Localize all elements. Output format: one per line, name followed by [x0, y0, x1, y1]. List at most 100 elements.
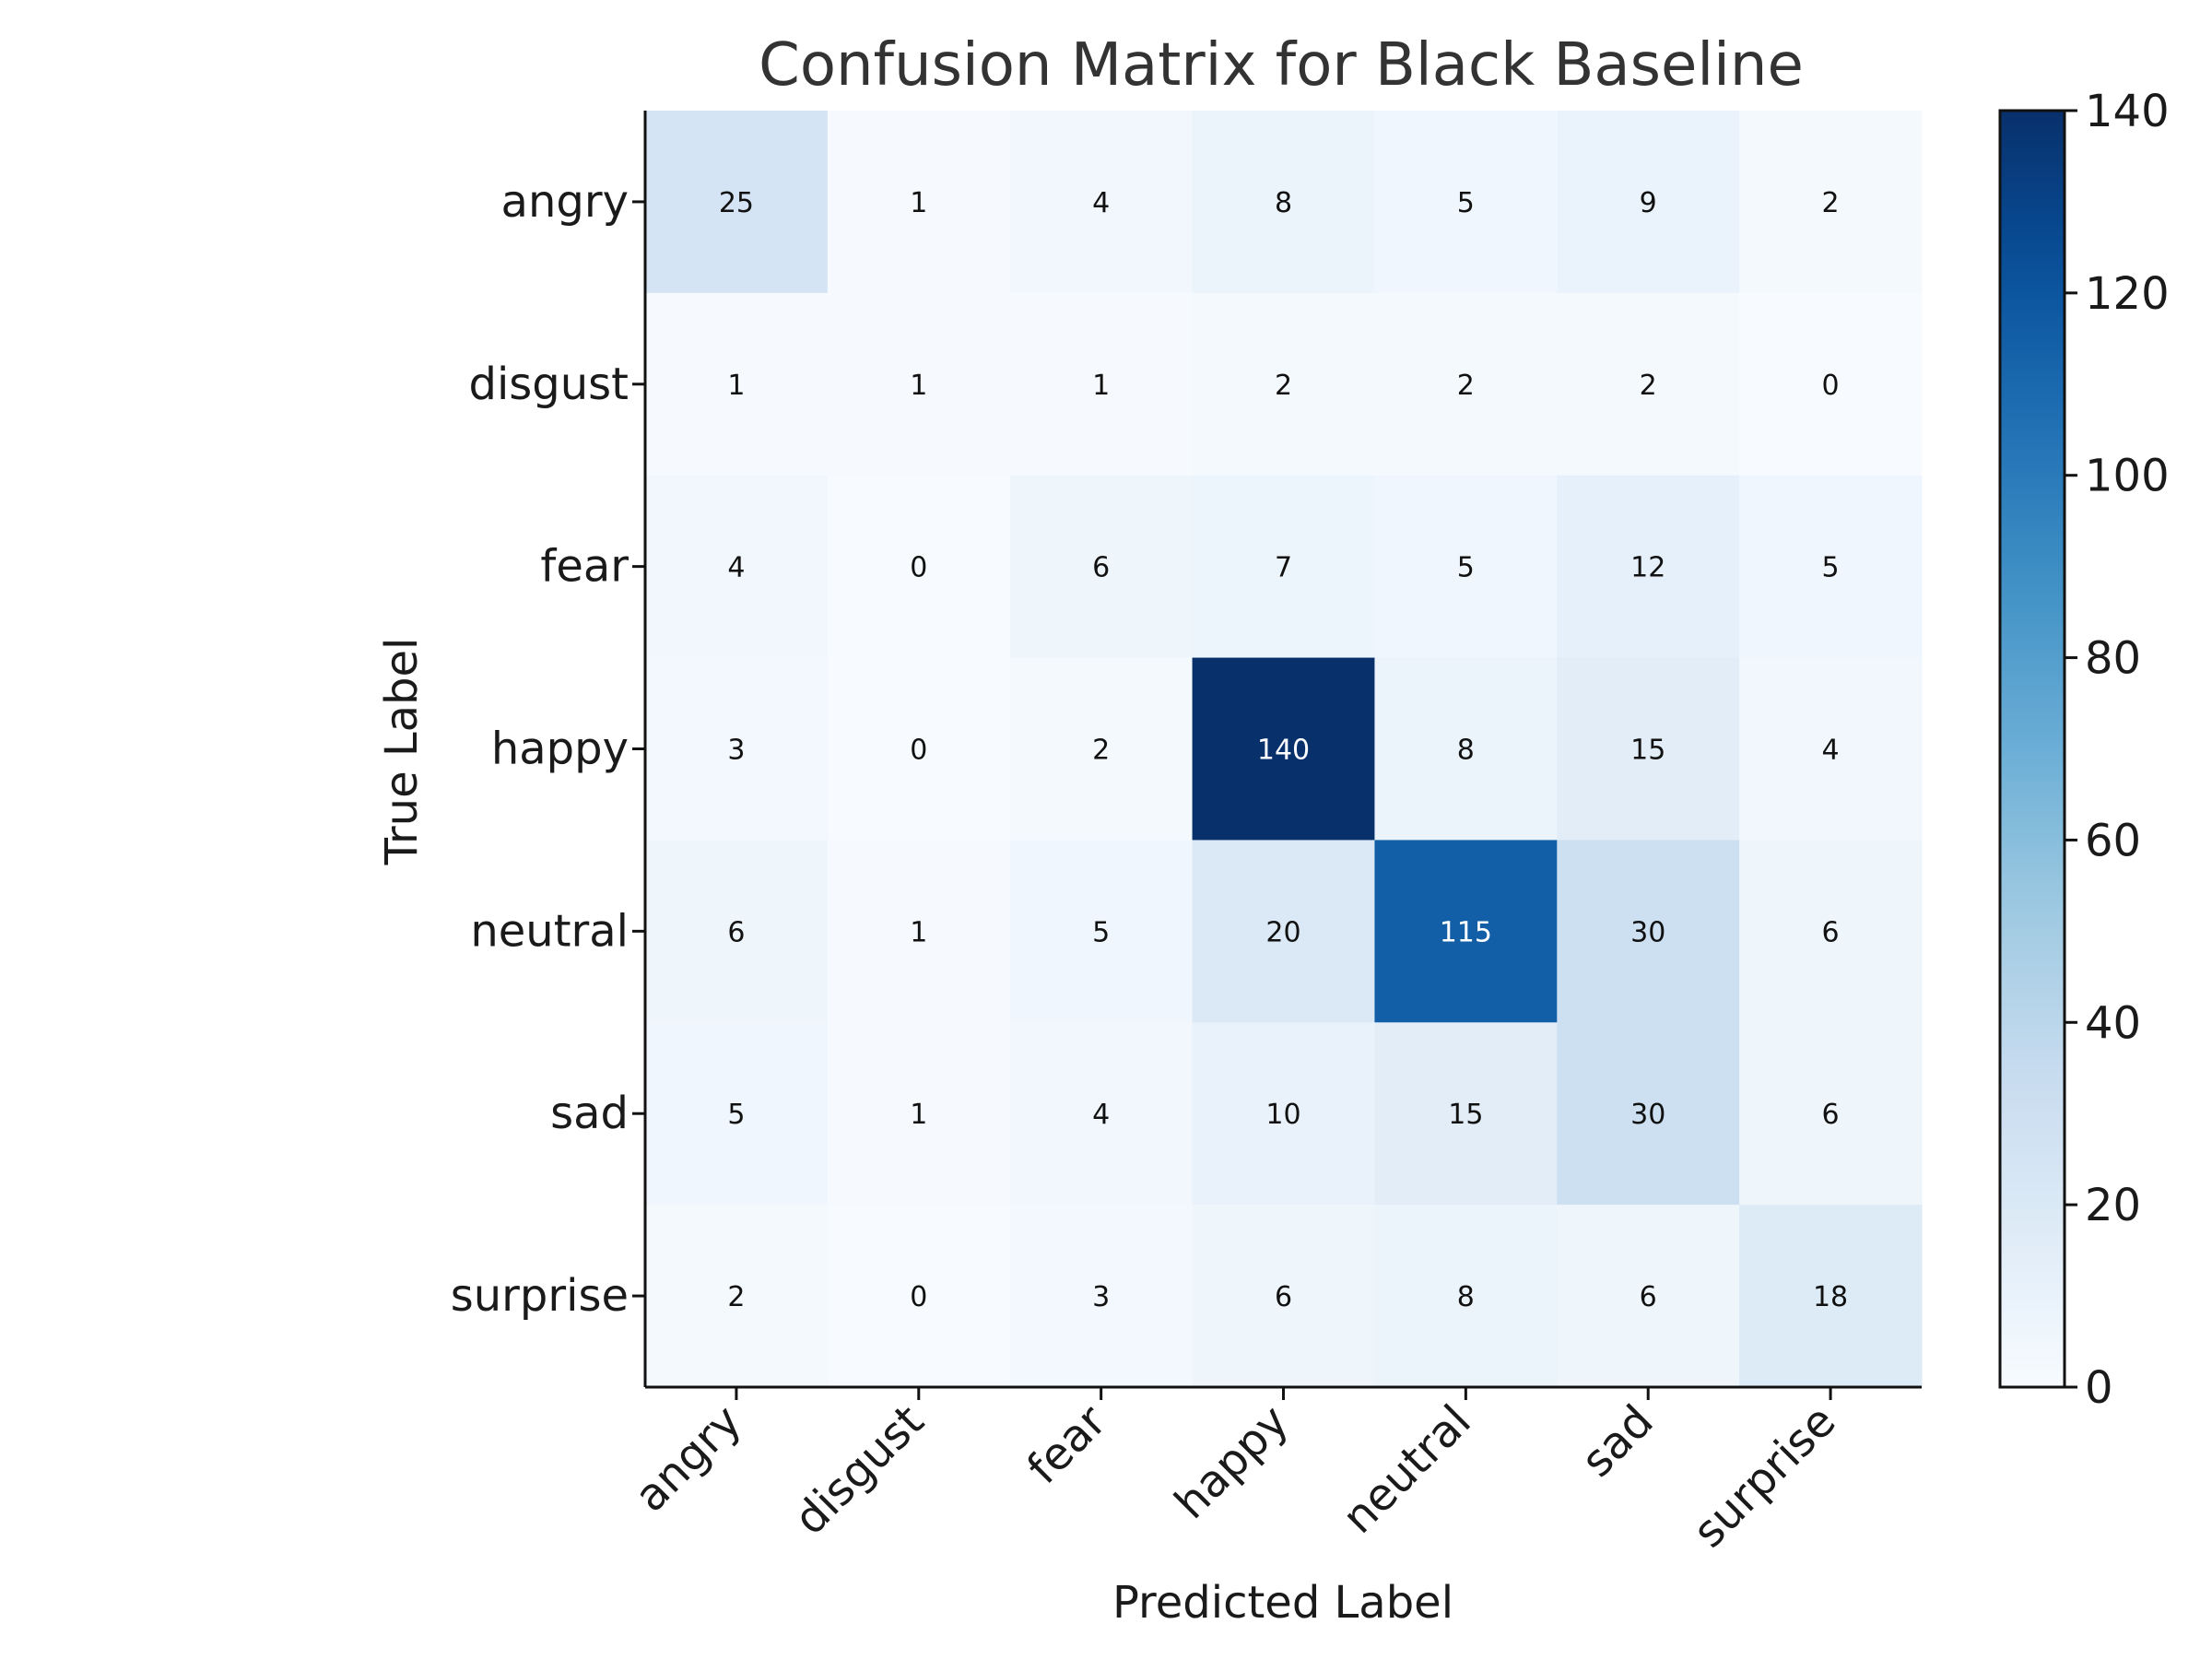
heatmap-cell [1374, 657, 1558, 841]
x-tick-label: neutral [1333, 1395, 1481, 1544]
heatmap-cell [1192, 111, 1375, 294]
colorbar-gradient [1998, 109, 2066, 1389]
heatmap-cell [1374, 1022, 1558, 1206]
y-tick-label: neutral [470, 905, 629, 957]
heatmap-cell [1009, 292, 1194, 477]
heatmap-cell [645, 657, 829, 841]
heatmap-cell [645, 840, 829, 1023]
heatmap-cell [1009, 111, 1194, 294]
heatmap-cell [1557, 657, 1740, 841]
x-tick-labels: angry disgust fear happy neutral sad surprise [625, 1387, 1846, 1558]
heatmap-cell [827, 1022, 1011, 1206]
heatmap-cell [1739, 111, 1923, 294]
cell-value-label: 25 [719, 187, 754, 219]
heatmap-cell [1192, 657, 1375, 841]
cell-value-label: 10 [1265, 1099, 1300, 1131]
heatmap-cell [827, 657, 1011, 841]
heatmap-cell [645, 1205, 829, 1388]
colorbar-tick-label: 140 [2085, 86, 2170, 137]
cell-value-label: 12 [1630, 552, 1665, 584]
heatmap-cell [1739, 1022, 1923, 1206]
cell-value-label: 7 [1275, 552, 1292, 584]
cell-value-label: 5 [1092, 916, 1110, 948]
cell-value-label: 8 [1275, 187, 1292, 219]
cell-value-label: 0 [910, 552, 927, 584]
y-tick-labels: angry disgust fear happy neutral sad surprise [451, 176, 645, 1322]
cell-value-label: 0 [910, 1281, 927, 1313]
heatmap-cell-values: 25 1 4 8 5 9 21 1 1 2 2 2 04 0 6 7 5 12 53 0 2 140 8 15 46 1 5 20 11… [719, 187, 1848, 1313]
heatmap-cell [1009, 1205, 1194, 1388]
colorbar-tick-label: 20 [2085, 1180, 2141, 1231]
heatmap-cell [645, 292, 829, 477]
heatmap-cell [827, 292, 1011, 477]
cell-value-label: 1 [910, 916, 927, 948]
y-tick-label: surprise [451, 1270, 629, 1322]
y-tick-label: disgust [468, 359, 629, 410]
cell-value-label: 1 [1092, 370, 1110, 402]
cell-value-label: 4 [1092, 187, 1110, 219]
cell-value-label: 5 [1822, 552, 1840, 584]
cell-value-label: 8 [1457, 1281, 1475, 1313]
x-tick-label: disgust [784, 1395, 934, 1545]
y-axis-label: True Label [376, 638, 428, 866]
cell-value-label: 6 [1640, 1281, 1657, 1313]
heatmap-cell [1557, 475, 1740, 659]
heatmap-cell [1739, 1205, 1923, 1388]
cell-value-label: 2 [1092, 735, 1110, 767]
cell-value-label: 115 [1440, 916, 1492, 948]
heatmap-cell [645, 1022, 829, 1206]
cell-value-label: 30 [1630, 1099, 1665, 1131]
cell-value-label: 8 [1457, 735, 1475, 767]
heatmap-cell [1557, 111, 1740, 294]
heatmap-cell [1192, 1022, 1375, 1206]
heatmap-cell [1192, 292, 1375, 477]
cell-value-label: 1 [910, 370, 927, 402]
heatmap-cell [1009, 840, 1194, 1023]
heatmap-cell [1739, 840, 1923, 1023]
cell-value-label: 6 [1275, 1281, 1292, 1313]
colorbar-tick-label: 100 [2085, 451, 2170, 502]
cell-value-label: 2 [1822, 187, 1840, 219]
cell-value-label: 6 [1822, 916, 1840, 948]
x-tick-label: surprise [1683, 1395, 1845, 1558]
heatmap-cell [1374, 1205, 1558, 1388]
cell-value-label: 2 [727, 1281, 745, 1313]
cell-value-label: 20 [1265, 916, 1300, 948]
heatmap-cell [645, 475, 829, 659]
x-axis-label: Predicted Label [1112, 1577, 1453, 1629]
cell-value-label: 1 [910, 187, 927, 219]
heatmap-cell [1374, 840, 1558, 1023]
cell-value-label: 3 [1092, 1281, 1110, 1313]
colorbar-tick-label: 60 [2085, 815, 2141, 866]
cell-value-label: 1 [910, 1099, 927, 1131]
heatmap-cell [645, 111, 829, 294]
cell-value-label: 6 [1092, 552, 1110, 584]
x-tick-label: angry [625, 1395, 751, 1522]
cell-value-label: 18 [1813, 1281, 1848, 1313]
heatmap-cell [1009, 657, 1194, 841]
cell-value-label: 1 [727, 370, 745, 402]
heatmap-cells [645, 111, 1923, 1388]
heatmap-cell [1374, 475, 1558, 659]
heatmap-cell [827, 475, 1011, 659]
cell-value-label: 5 [1457, 552, 1475, 584]
cell-value-label: 5 [1457, 187, 1475, 219]
chart-title: Confusion Matrix for Black Baseline [759, 31, 1804, 100]
heatmap-cell [1009, 475, 1194, 659]
heatmap-cell [1374, 111, 1558, 294]
cell-value-label: 2 [1640, 370, 1657, 402]
heatmap-cell [827, 1205, 1011, 1388]
heatmap-cell [1192, 1205, 1375, 1388]
heatmap-cell [1739, 657, 1923, 841]
heatmap-cell [1192, 475, 1375, 659]
colorbar-tick-label: 80 [2085, 633, 2141, 685]
cell-value-label: 5 [727, 1099, 745, 1131]
cell-value-label: 2 [1457, 370, 1475, 402]
cell-value-label: 0 [910, 735, 927, 767]
heatmap-cell [1374, 292, 1558, 477]
heatmap-cell [1192, 840, 1375, 1023]
heatmap-cell [1557, 1022, 1740, 1206]
cell-value-label: 15 [1630, 735, 1665, 767]
cell-value-label: 4 [727, 552, 745, 584]
cell-value-label: 6 [1822, 1099, 1840, 1131]
